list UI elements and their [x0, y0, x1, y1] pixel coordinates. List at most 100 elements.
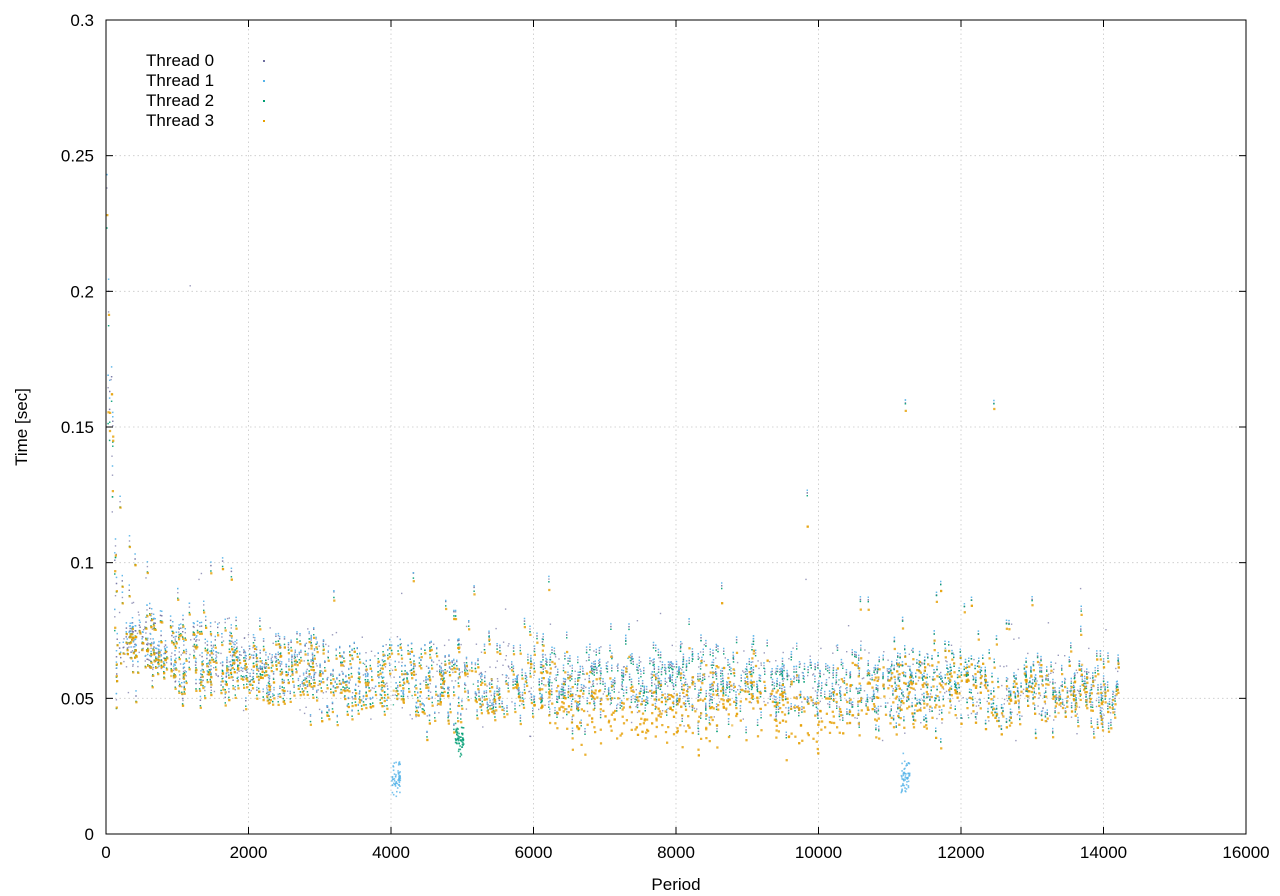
- data-point: [583, 685, 585, 687]
- data-point: [556, 695, 558, 698]
- data-point: [896, 665, 899, 667]
- data-point: [1083, 675, 1086, 678]
- data-point: [806, 700, 808, 702]
- data-point: [693, 707, 696, 710]
- data-point: [681, 642, 683, 645]
- data-point: [1100, 713, 1103, 715]
- data-point: [505, 655, 507, 657]
- data-point: [274, 655, 276, 658]
- data-point: [1034, 731, 1037, 733]
- data-point: [854, 653, 856, 656]
- data-point: [986, 681, 988, 683]
- data-point: [944, 647, 947, 649]
- data-point: [1013, 702, 1016, 705]
- data-point: [650, 660, 653, 662]
- data-point: [220, 684, 222, 686]
- data-point: [796, 645, 798, 647]
- data-point: [860, 699, 863, 701]
- data-point: [451, 680, 453, 682]
- data-point: [1047, 622, 1050, 624]
- data-point: [432, 661, 435, 663]
- data-point: [453, 659, 455, 662]
- data-point: [646, 685, 648, 688]
- data-point: [489, 684, 491, 686]
- data-point: [840, 686, 842, 688]
- data-point: [501, 702, 503, 705]
- data-point: [876, 691, 879, 693]
- data-point: [134, 558, 136, 560]
- data-point: [198, 639, 200, 641]
- data-point: [887, 671, 890, 673]
- data-point: [212, 646, 214, 648]
- data-point: [728, 666, 731, 668]
- data-point: [1034, 677, 1037, 679]
- data-point: [349, 679, 351, 681]
- data-point: [146, 658, 148, 660]
- data-point: [255, 655, 257, 657]
- data-point: [1027, 699, 1029, 701]
- data-point: [490, 694, 492, 697]
- data-point: [877, 667, 879, 669]
- data-point: [521, 671, 523, 674]
- grid: [106, 20, 1246, 834]
- data-point: [1095, 699, 1098, 702]
- data-point: [782, 651, 784, 654]
- data-point: [926, 653, 928, 655]
- data-point: [401, 592, 403, 595]
- data-point: [240, 654, 242, 656]
- data-point: [203, 600, 205, 602]
- data-point: [743, 650, 745, 652]
- data-point: [233, 663, 236, 665]
- data-point: [128, 535, 131, 537]
- data-point: [1088, 671, 1090, 674]
- data-point: [839, 689, 841, 692]
- data-point: [224, 618, 226, 620]
- data-point: [781, 687, 783, 690]
- data-point: [619, 697, 621, 700]
- data-point: [138, 624, 141, 626]
- data-point: [245, 700, 247, 702]
- data-point: [383, 705, 386, 707]
- data-point: [532, 710, 534, 712]
- data-point: [665, 670, 667, 672]
- data-point: [179, 678, 181, 680]
- data-point: [266, 687, 268, 689]
- data-point: [1066, 690, 1069, 692]
- data-point: [592, 682, 595, 685]
- data-point: [228, 617, 230, 619]
- data-point: [1054, 689, 1056, 692]
- data-point: [313, 673, 316, 676]
- data-point: [697, 675, 699, 678]
- data-point: [299, 685, 301, 688]
- data-point: [385, 644, 387, 646]
- data-point: [640, 661, 642, 663]
- data-point: [708, 692, 710, 695]
- data-point: [476, 710, 478, 713]
- data-point: [155, 652, 158, 654]
- data-point: [687, 688, 689, 690]
- data-point: [1078, 663, 1080, 665]
- data-point: [760, 714, 762, 716]
- data-point: [1090, 703, 1092, 706]
- data-point: [153, 641, 155, 643]
- data-point: [549, 700, 551, 702]
- data-point: [498, 691, 500, 693]
- data-point: [806, 698, 809, 701]
- data-point: [157, 644, 159, 646]
- data-point: [115, 699, 118, 701]
- data-point: [721, 585, 723, 587]
- data-point: [732, 654, 734, 656]
- data-point: [865, 703, 867, 705]
- data-point: [164, 644, 167, 646]
- data-point: [921, 676, 923, 679]
- data-point: [153, 622, 155, 624]
- data-point: [338, 674, 341, 676]
- data-point: [625, 689, 628, 691]
- data-point: [224, 683, 226, 685]
- data-point: [1021, 715, 1023, 717]
- data-point: [521, 703, 523, 705]
- data-point: [326, 706, 329, 708]
- data-point: [923, 675, 925, 677]
- data-point: [737, 689, 739, 691]
- data-point: [492, 706, 495, 708]
